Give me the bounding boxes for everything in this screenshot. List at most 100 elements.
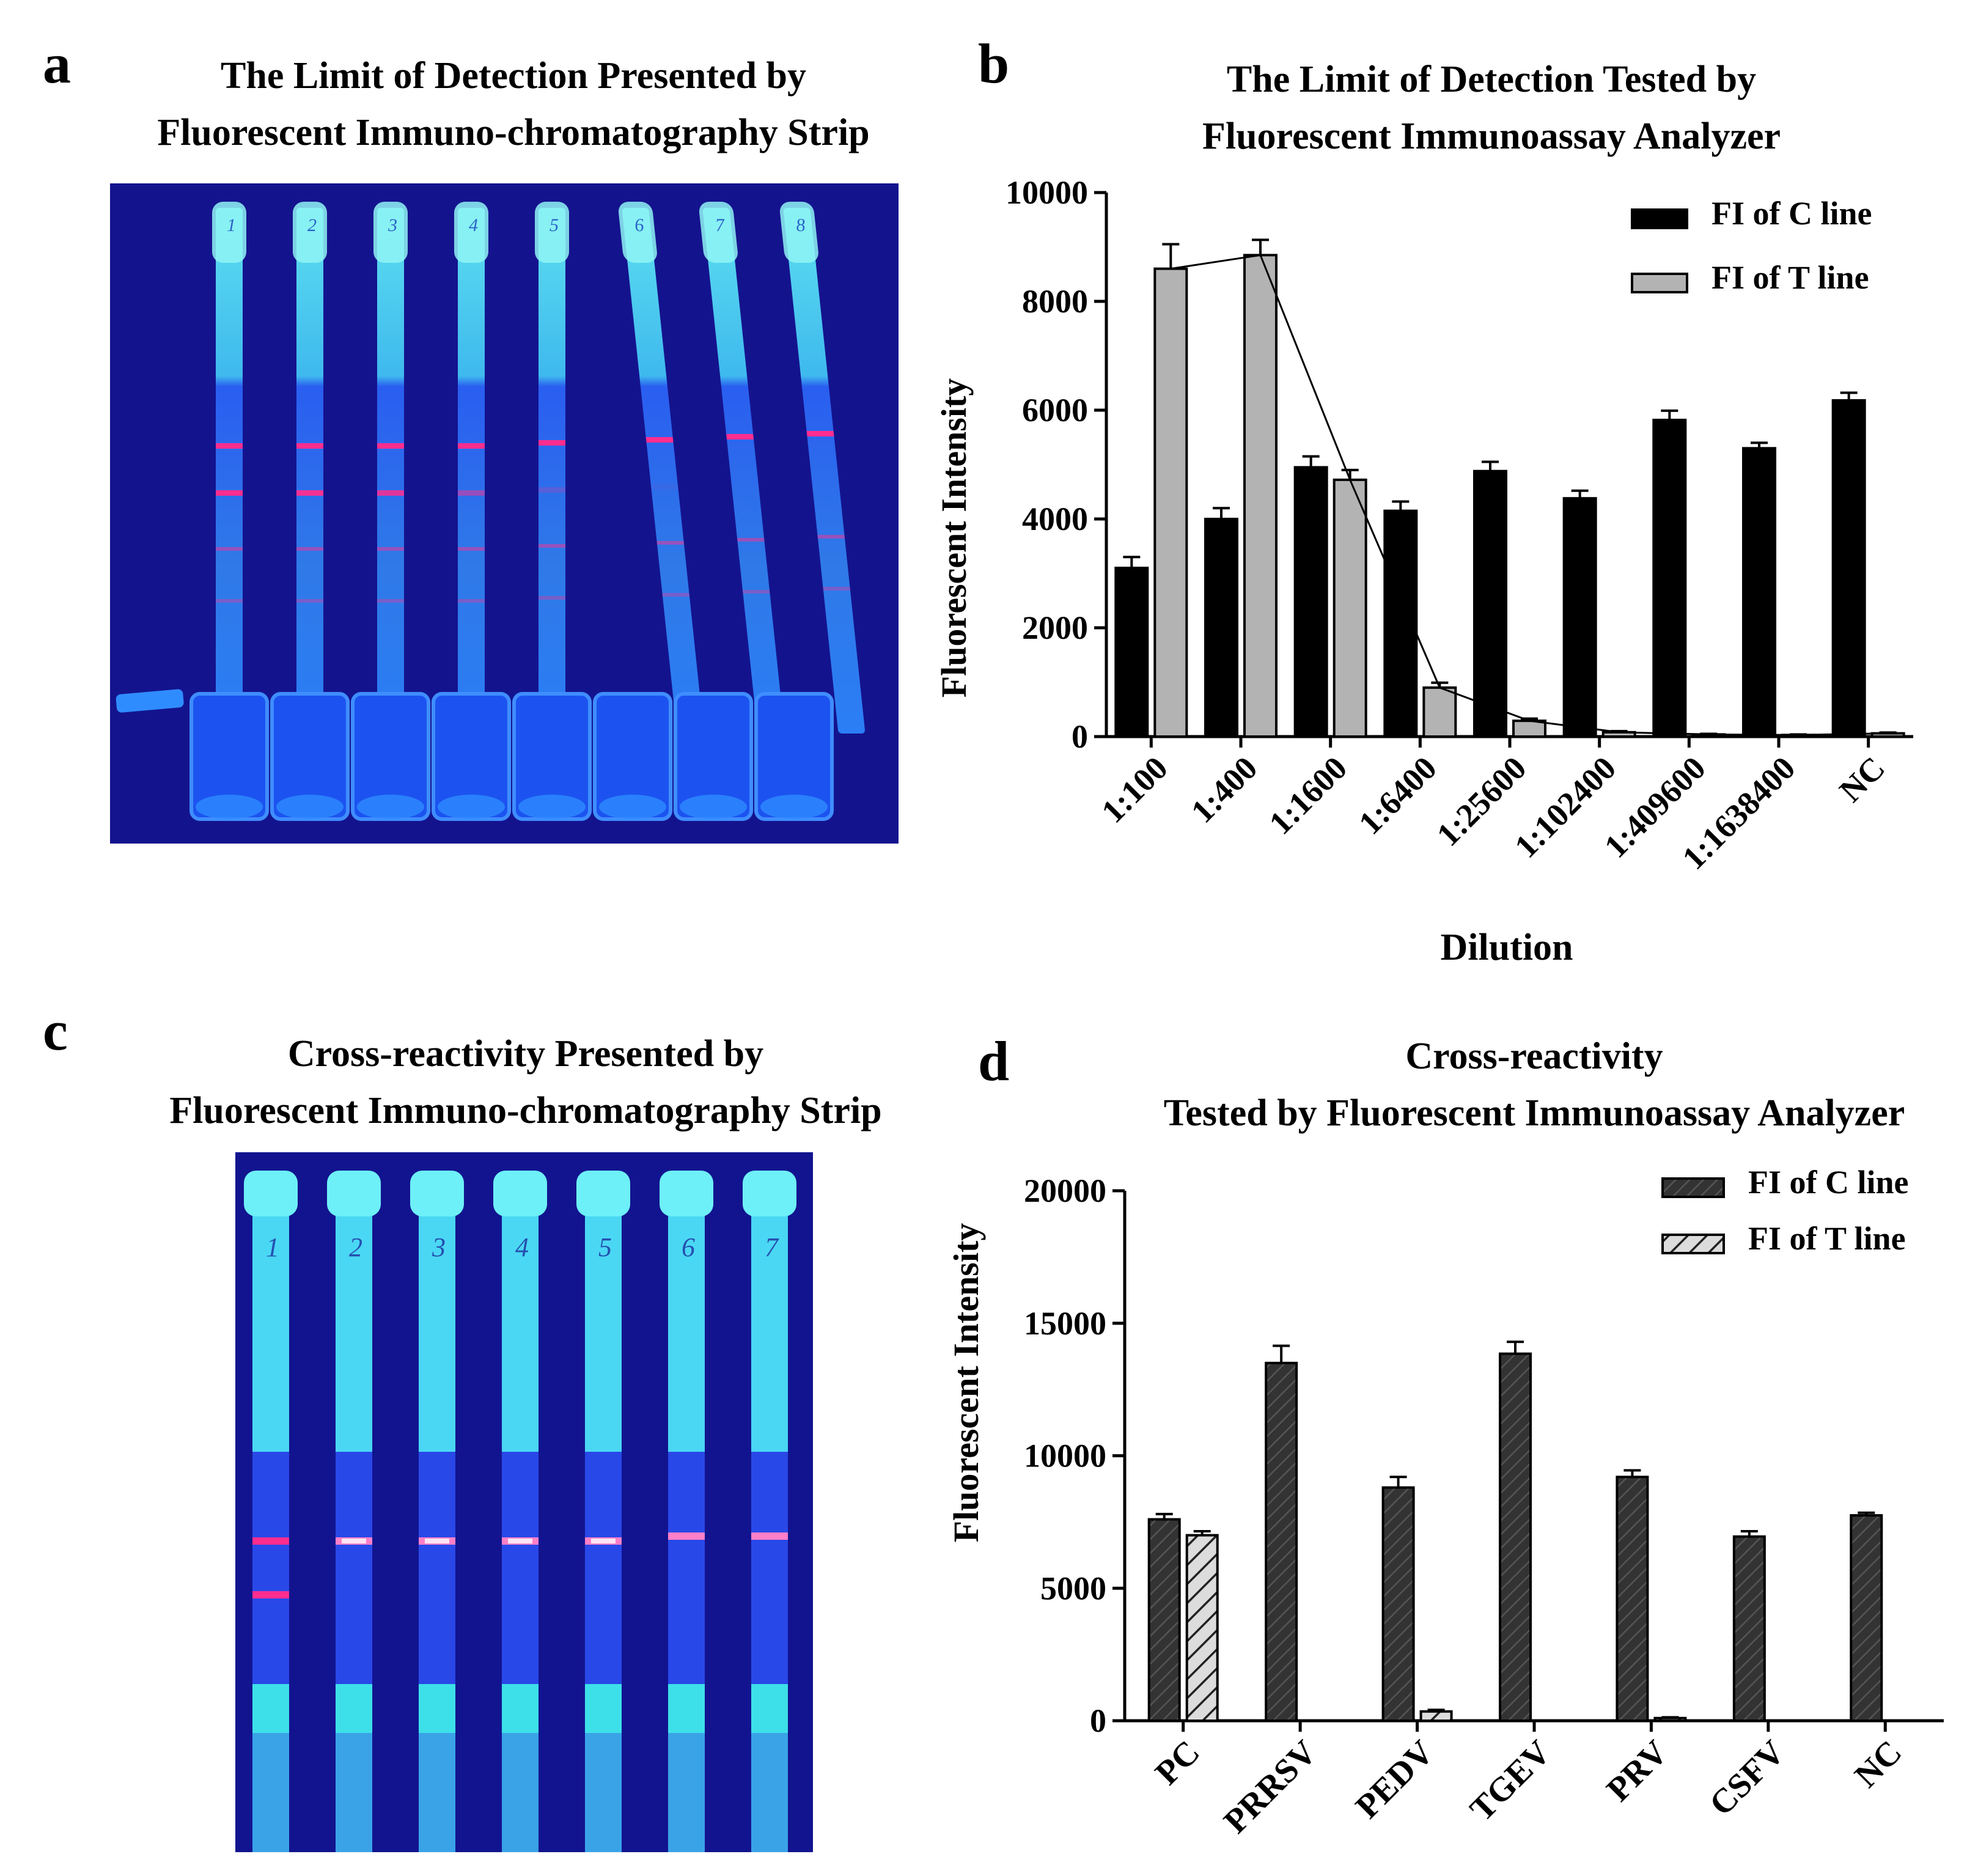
strip-label: 1 [227, 215, 236, 235]
panel-d-title-line2: Tested by Fluorescent Immunoassay Analyz… [1163, 1092, 1905, 1134]
strip-sample-pad [618, 202, 657, 263]
c-line [645, 437, 674, 443]
x-tick-label: TGEV [1463, 1733, 1558, 1828]
strip-membrane [252, 1452, 289, 1684]
bar-c-line [1499, 1352, 1532, 1723]
panel-c-title: Cross-reactivity Presented by Fluorescen… [86, 1026, 966, 1139]
y-tick-label: 0 [1072, 718, 1088, 755]
strip-photo-c: 1 2 3 4 5 6 7 [235, 1152, 813, 1852]
x-tick-label: 1:100 [1094, 749, 1175, 830]
legend-label: FI of T line [1748, 1220, 1906, 1257]
strip-label: 7 [714, 215, 727, 235]
strip-membrane [751, 1452, 788, 1684]
panel-a-title-line2: Fluorescent Immuno-chromatography Strip [157, 112, 870, 153]
panel-letter-d: d [978, 1030, 1010, 1092]
faint-line [216, 547, 243, 551]
strip-a-4: 4 [454, 202, 488, 734]
cup-base [357, 795, 424, 819]
strip-body [702, 208, 784, 734]
strip-body [216, 208, 243, 734]
bar-t-line [1512, 719, 1546, 738]
c-line [751, 1532, 788, 1540]
t-line [539, 487, 565, 493]
x-tick-label: NC [1833, 749, 1892, 809]
c-line-core [508, 1539, 532, 1543]
strip-absorbent [585, 1684, 622, 1733]
bar-c-line [1562, 497, 1597, 738]
bar-c-line [1293, 466, 1328, 738]
strip-label: 2 [349, 1232, 362, 1262]
bar-t-line [1419, 1710, 1453, 1723]
bar-c-line [1742, 447, 1776, 738]
strip-a-2: 2 [293, 202, 327, 734]
strip-c-2: 2 [327, 1171, 381, 1852]
cup-base [599, 795, 666, 819]
strip-c-7: 7 [743, 1171, 796, 1852]
c-line-core [425, 1539, 449, 1543]
strip-label: 8 [795, 215, 806, 235]
panel-c-title-line1: Cross-reactivity Presented by [287, 1033, 764, 1075]
panel-letter-a: a [43, 32, 71, 95]
chart-b-ylabel: Fluorescent Intensity [934, 378, 974, 698]
x-tick-label: NC [1847, 1733, 1909, 1795]
strip-absorbent [668, 1684, 705, 1733]
bar-t-line [1185, 1534, 1219, 1722]
strip-sample-pad [535, 202, 569, 263]
chart-d: Fluorescent Intensity 0 5000 10000 15000 200… [946, 1164, 1944, 1841]
bar-t-line [1153, 267, 1188, 738]
bar-c-line [1147, 1518, 1181, 1722]
c-line [668, 1532, 705, 1540]
strip-label: 5 [598, 1232, 612, 1262]
strip-body [539, 208, 565, 734]
bar-c-line [1732, 1535, 1766, 1723]
chart-b: Fluorescent Intensity Dilution 0 2000 4000… [934, 174, 1913, 968]
strip-sample-pad [585, 1177, 622, 1452]
c-line [296, 443, 323, 449]
strip-label: 7 [765, 1232, 779, 1262]
strip-label: 1 [266, 1232, 279, 1262]
cup-base [760, 795, 828, 819]
strip-c-1: 1 [244, 1171, 298, 1852]
strip-bottom [585, 1733, 622, 1852]
c-line [726, 434, 754, 440]
strip-absorbent [336, 1684, 372, 1733]
strip-label: 3 [388, 215, 397, 235]
strip-top [327, 1171, 381, 1216]
legend-label: FI of T line [1711, 259, 1869, 296]
legend-swatch [1661, 1234, 1725, 1254]
panel-b-title-line1: The Limit of Detection Tested by [1226, 59, 1757, 100]
strip-body [783, 208, 865, 734]
strip-membrane [336, 1452, 372, 1684]
cup-base [518, 795, 586, 819]
strip-a-6: 6 [618, 202, 704, 734]
strip-sample-pad [751, 1177, 788, 1452]
strip-c-4: 4 [493, 1171, 547, 1852]
x-tick-label: CSFV [1702, 1733, 1792, 1823]
bar-c-line [1850, 1514, 1883, 1722]
faint-line-2 [662, 593, 690, 597]
panel-b-title-line2: Fluorescent Immunoassay Analyzer [1202, 116, 1781, 157]
strip-sample-pad [502, 1177, 539, 1452]
panel-a-title: The Limit of Detection Presented by Fluo… [86, 48, 941, 161]
strip-a-8: 8 [779, 202, 865, 734]
strip-c-6: 6 [660, 1171, 713, 1852]
strip-sample-pad [373, 202, 408, 263]
cup-base [196, 795, 263, 819]
strip-bottom [336, 1733, 372, 1852]
t-line [216, 490, 243, 496]
faint-line [296, 547, 323, 551]
strip-absorbent [252, 1684, 289, 1733]
faint-line-2 [216, 599, 243, 603]
strip-membrane [502, 1452, 539, 1684]
strip-sample-pad [454, 202, 488, 263]
strip-c-5: 5 [576, 1171, 630, 1852]
y-tick-label: 4000 [1022, 501, 1088, 537]
x-tick-label: 1:400 [1184, 749, 1265, 830]
t-line [252, 1591, 289, 1598]
strip-label: 6 [682, 1232, 695, 1262]
strip-top [743, 1171, 796, 1216]
strip-bottom [252, 1733, 289, 1852]
panel-d-title-line1: Cross-reactivity [1405, 1035, 1663, 1077]
c-line [216, 443, 243, 449]
legend-swatch [1631, 273, 1688, 293]
